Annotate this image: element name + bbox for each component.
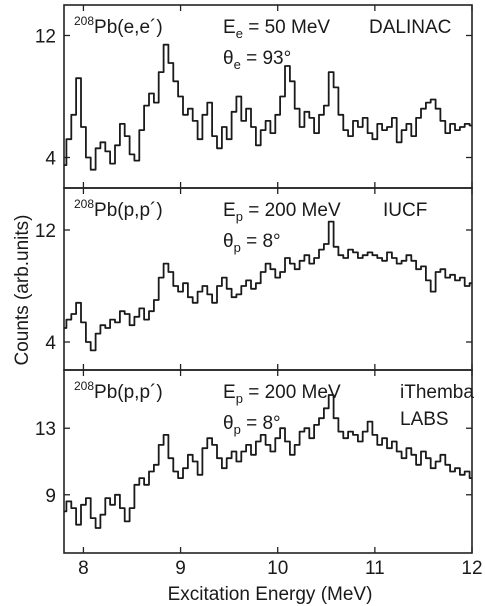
angle-subscript: p (234, 422, 241, 437)
x-axis-label: Excitation Energy (MeV) (168, 584, 373, 605)
angle-subscript: p (234, 240, 241, 255)
energy-symbol: E (223, 200, 236, 221)
angle-subscript: e (234, 57, 241, 72)
beam-energy-label: Ep = 200 MeV (223, 382, 341, 406)
energy-value: = 200 MeV (243, 200, 341, 221)
x-tick-label: 12 (461, 558, 482, 579)
energy-subscript: e (236, 26, 243, 41)
panel-1: 4 12 208Pb(e,e´) Ee = 50 MeV θe = 93° DALINAC (35, 4, 473, 189)
angle-symbol: θ (223, 413, 234, 434)
y-tick-label: 12 (35, 221, 56, 242)
reaction-text: Pb(p,p´) (94, 200, 163, 221)
panel-3: 9 13 208Pb(p,p´) Ep = 200 MeV θp = 8° iThemba… (35, 369, 474, 554)
mass-number: 208 (74, 197, 94, 211)
y-tick-label: 13 (35, 419, 56, 440)
facility-label: LABS (400, 409, 449, 430)
beam-energy-label: Ep = 200 MeV (223, 200, 341, 224)
x-tick-label: 8 (78, 558, 89, 579)
reaction-text: Pb(p,p´) (94, 382, 163, 403)
facility-label: iThemba (400, 382, 474, 403)
reaction-label: 208Pb(e,e´) (74, 14, 163, 38)
x-tick-labels: 8 9 10 11 12 (78, 558, 482, 579)
beam-energy-label: Ee = 50 MeV (223, 17, 330, 41)
energy-value: = 200 MeV (243, 382, 341, 403)
energy-subscript: p (236, 209, 243, 224)
facility-label: DALINAC (369, 17, 451, 38)
angle-value: = 8° (241, 231, 281, 252)
reaction-label: 208Pb(p,p´) (74, 197, 163, 221)
angle-value: = 8° (241, 413, 281, 434)
y-axis-label: Counts (arb.units) (12, 214, 33, 365)
y-tick-label: 4 (45, 149, 56, 170)
spectrum-line (64, 43, 472, 171)
angle-symbol: θ (223, 231, 234, 252)
energy-value: = 50 MeV (243, 17, 330, 38)
x-tick-label: 9 (175, 558, 186, 579)
panel-2: 4 12 208Pb(p,p´) Ep = 200 MeV θp = 8° IUCF (35, 187, 473, 371)
energy-symbol: E (223, 17, 236, 38)
angle-label: θe = 93° (223, 48, 291, 72)
y-tick-label: 9 (45, 486, 56, 507)
energy-symbol: E (223, 382, 236, 403)
angle-label: θp = 8° (223, 413, 281, 437)
energy-subscript: p (236, 391, 243, 406)
mass-number: 208 (74, 14, 94, 28)
angle-symbol: θ (223, 48, 234, 69)
facility-label: IUCF (383, 200, 427, 221)
x-tick-label: 11 (365, 558, 385, 579)
x-tick-label: 10 (267, 558, 288, 579)
mass-number: 208 (74, 379, 94, 393)
spectrum-line (64, 220, 472, 352)
reaction-text: Pb(e,e´) (94, 17, 163, 38)
reaction-label: 208Pb(p,p´) (74, 379, 163, 403)
angle-value: = 93° (241, 48, 291, 69)
y-tick-label: 4 (45, 333, 56, 354)
angle-label: θp = 8° (223, 231, 281, 255)
panel-frame (63, 369, 473, 554)
spectrum-line (64, 394, 472, 529)
y-tick-label: 12 (35, 27, 56, 48)
